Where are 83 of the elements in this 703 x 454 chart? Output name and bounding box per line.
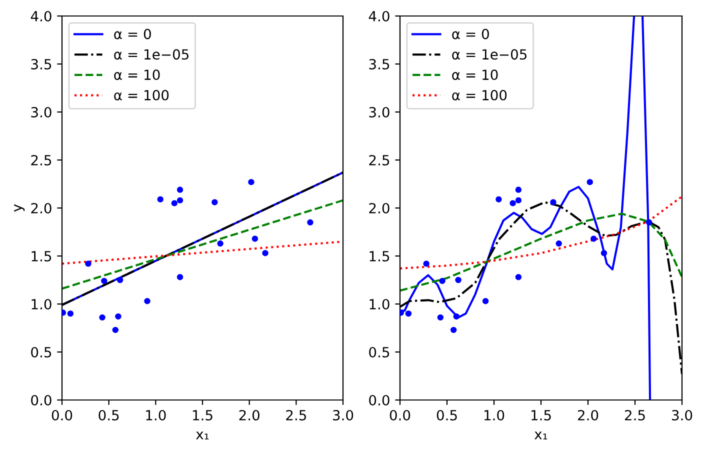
point [405, 310, 412, 317]
y-tick-label: 3.0 [31, 106, 52, 118]
point [262, 250, 268, 256]
point [515, 197, 522, 204]
x-tick-label: 2.0 [578, 410, 598, 420]
y-tick-label: 4.0 [368, 10, 390, 22]
x-axis-title: x₁ [196, 432, 209, 440]
x-tick-label: 3.0 [333, 410, 354, 420]
legend-label: α = 0 [452, 28, 489, 40]
point [101, 278, 108, 284]
x-tick-label: 2.5 [624, 410, 645, 420]
point [157, 196, 164, 202]
legend-label: α = 100 [452, 90, 507, 100]
y-tick-label: 1.5 [370, 251, 390, 262]
line-series [400, 195, 682, 270]
point [252, 236, 258, 242]
point [550, 199, 556, 206]
x-tick-label: 0.5 [436, 410, 457, 420]
legend-label: α = 100 [114, 90, 169, 100]
line-series [400, 212, 682, 292]
point [176, 186, 184, 193]
point [212, 199, 218, 206]
point [439, 278, 446, 284]
point [176, 197, 184, 204]
point [515, 186, 522, 193]
point [600, 250, 608, 256]
point [510, 200, 516, 206]
x-tick-label: 0.0 [52, 410, 72, 420]
point [67, 310, 74, 317]
legend-label: α = 10 [452, 70, 498, 80]
point [646, 219, 652, 226]
x-axis-title: x₁ [534, 432, 548, 440]
y-axis-title: y [14, 204, 25, 212]
point [248, 178, 254, 186]
point [115, 313, 122, 320]
y-tick-label: 2.5 [369, 154, 390, 166]
point [515, 274, 522, 280]
point [455, 276, 462, 284]
y-tick-label: 0.0 [369, 394, 390, 406]
y-tick-label: 1.5 [32, 251, 52, 262]
point [307, 219, 314, 226]
point [423, 260, 430, 267]
point [437, 314, 444, 321]
x-tick-label: 0.5 [98, 410, 119, 420]
y-tick-label: 3.0 [369, 106, 390, 118]
y-tick-label: 0.0 [31, 394, 52, 406]
x-tick-label: 1.0 [146, 410, 166, 420]
point [586, 178, 593, 186]
x-tick-label: 2.5 [286, 410, 306, 420]
point [176, 274, 184, 280]
point [116, 276, 124, 284]
x-tick-label: 2.0 [239, 410, 260, 420]
point [217, 240, 224, 247]
legend-label: α = 10 [114, 70, 160, 80]
y-tick-label: 0.5 [369, 346, 390, 358]
point [450, 326, 457, 334]
y-tick-label: 3.5 [31, 58, 52, 70]
point [496, 196, 502, 202]
x-tick-label: 1.0 [484, 410, 504, 420]
x-tick-label: 0.0 [390, 410, 410, 420]
point [590, 236, 597, 242]
y-tick-label: 1.0 [32, 298, 52, 310]
y-tick-label: 1.0 [370, 298, 390, 310]
y-tick-label: 2.0 [369, 202, 390, 214]
point [99, 314, 106, 321]
x-tick-label: 1.5 [531, 410, 551, 420]
point [112, 326, 118, 334]
point [85, 260, 92, 267]
point [144, 298, 150, 304]
x-tick-label: 1.5 [192, 410, 212, 420]
point [453, 313, 460, 320]
y-tick-label: 2.5 [31, 154, 52, 166]
y-tick-label: 4.0 [30, 10, 52, 22]
legend-label: α = 0 [114, 28, 151, 40]
x-tick-label: 3.0 [672, 410, 692, 420]
point [556, 240, 562, 247]
legend-label: α = 1e−05 [114, 49, 188, 60]
y-tick-label: 0.5 [31, 346, 52, 358]
point [482, 298, 489, 304]
legend-label: α = 1e−05 [452, 49, 526, 60]
y-tick-label: 2.0 [31, 202, 52, 214]
point [171, 200, 178, 206]
y-tick-label: 3.5 [369, 58, 390, 70]
